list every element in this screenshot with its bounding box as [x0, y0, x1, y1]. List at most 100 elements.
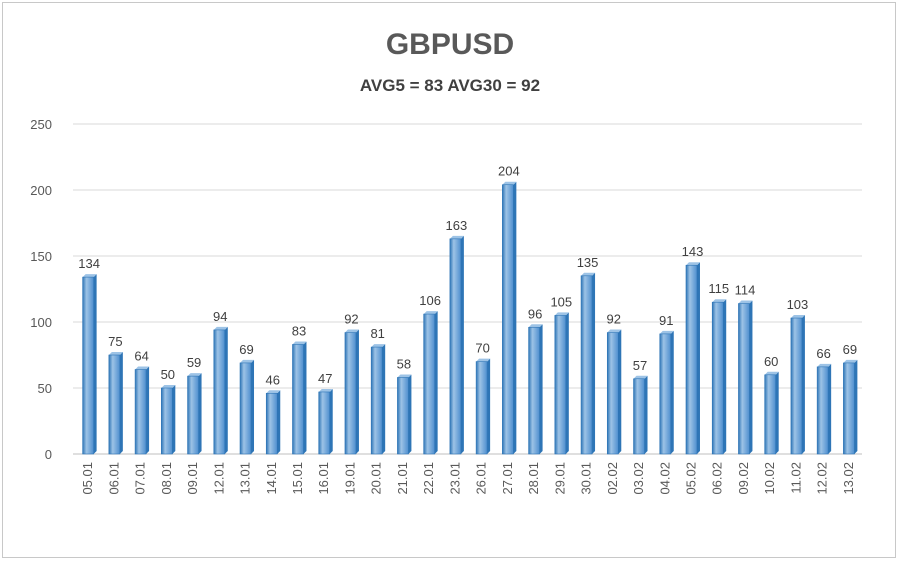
data-label: 91: [659, 313, 673, 328]
bar-side: [172, 385, 176, 454]
bar-top: [817, 363, 832, 367]
x-tick-label: 12.01: [211, 462, 226, 495]
data-label: 92: [607, 312, 621, 327]
bar: [239, 362, 252, 455]
bars: [82, 181, 858, 455]
bar-top: [554, 312, 569, 316]
bar-top: [843, 359, 858, 363]
x-tick-label: 20.01: [369, 462, 384, 495]
bar: [606, 332, 619, 455]
bar: [134, 369, 147, 455]
x-tick-label: 05.01: [80, 462, 95, 495]
bar: [318, 391, 331, 455]
bar-top: [108, 352, 123, 355]
x-tick-label: 07.01: [133, 462, 148, 495]
x-tick-label: 05.02: [683, 462, 698, 495]
data-label: 105: [550, 294, 572, 309]
bar-top: [82, 274, 97, 278]
data-label: 69: [239, 342, 253, 357]
bar-top: [502, 181, 517, 185]
x-tick-label: 15.01: [290, 462, 305, 495]
data-label: 204: [498, 164, 520, 179]
data-label: 70: [475, 341, 489, 356]
bar-top: [371, 344, 386, 348]
bar-side: [749, 300, 753, 454]
x-tick-label: 27.01: [500, 462, 515, 495]
x-tick-label: 11.02: [788, 462, 803, 494]
bar-top: [292, 341, 307, 345]
data-label: 81: [370, 326, 384, 341]
bar-side: [670, 330, 674, 454]
bar: [187, 375, 199, 455]
y-tick-label: 200: [30, 183, 52, 198]
y-tick-label: 100: [30, 315, 52, 330]
data-label: 135: [577, 255, 599, 270]
bar-side: [801, 315, 805, 454]
x-tick-label: 03.02: [631, 462, 646, 495]
bar-top: [476, 358, 491, 362]
bar-side: [723, 299, 727, 454]
data-label: 143: [682, 244, 704, 259]
bar-side: [198, 373, 202, 454]
x-tick-label: 23.01: [447, 462, 462, 495]
bar-side: [251, 359, 255, 454]
x-tick-label: 04.02: [657, 462, 672, 495]
bar-side: [93, 274, 97, 454]
bar: [659, 333, 672, 455]
bar-side: [592, 272, 596, 454]
bar-top: [633, 375, 648, 379]
bar-top: [528, 324, 543, 328]
bar: [580, 275, 593, 455]
bar-side: [119, 352, 123, 454]
y-tick-label: 250: [30, 117, 52, 132]
bar: [711, 301, 724, 455]
data-label: 69: [843, 342, 857, 357]
y-tick-label: 50: [38, 381, 52, 396]
bar-side: [565, 312, 569, 454]
bar-top: [187, 373, 202, 377]
data-label: 106: [419, 293, 441, 308]
data-label: 64: [134, 349, 148, 364]
bar-side: [277, 390, 281, 454]
bar-top: [161, 385, 176, 388]
y-tick-label: 150: [30, 249, 52, 264]
data-label: 103: [787, 297, 809, 312]
bar-side: [382, 344, 386, 454]
bar-side: [696, 262, 700, 454]
x-tick-label: 06.01: [106, 462, 121, 495]
bar: [738, 303, 750, 455]
bar: [265, 392, 278, 455]
x-tick-label: 19.01: [342, 462, 357, 495]
bar-top: [738, 300, 753, 304]
bar-side: [303, 341, 307, 454]
bar: [370, 346, 383, 455]
bar-side: [329, 388, 333, 454]
bar-side: [854, 359, 858, 454]
bar-top: [712, 299, 727, 303]
bar: [161, 387, 173, 455]
bar-top: [581, 272, 596, 276]
x-tick-label: 29.01: [552, 462, 567, 495]
bar-top: [423, 311, 438, 315]
x-tick-label: 12.02: [815, 462, 830, 495]
bar: [213, 329, 226, 455]
bar-side: [146, 366, 150, 454]
x-tick-label: 08.01: [159, 462, 174, 495]
data-label: 50: [161, 367, 175, 382]
bar-side: [775, 371, 779, 454]
data-label: 60: [764, 354, 778, 369]
x-tick-label: 09.01: [185, 462, 200, 495]
bar: [790, 317, 803, 455]
x-tick-label: 13.02: [841, 462, 856, 495]
bar-side: [355, 329, 359, 454]
data-label: 163: [446, 218, 468, 233]
bar-top: [240, 359, 255, 363]
data-label: 92: [344, 312, 358, 327]
bar: [397, 377, 409, 455]
bar: [344, 332, 357, 455]
bar: [816, 366, 829, 455]
y-axis-ticks: 0 50 100 150 200 250: [30, 117, 52, 462]
bar-side: [460, 235, 464, 454]
data-label: 75: [108, 334, 122, 349]
